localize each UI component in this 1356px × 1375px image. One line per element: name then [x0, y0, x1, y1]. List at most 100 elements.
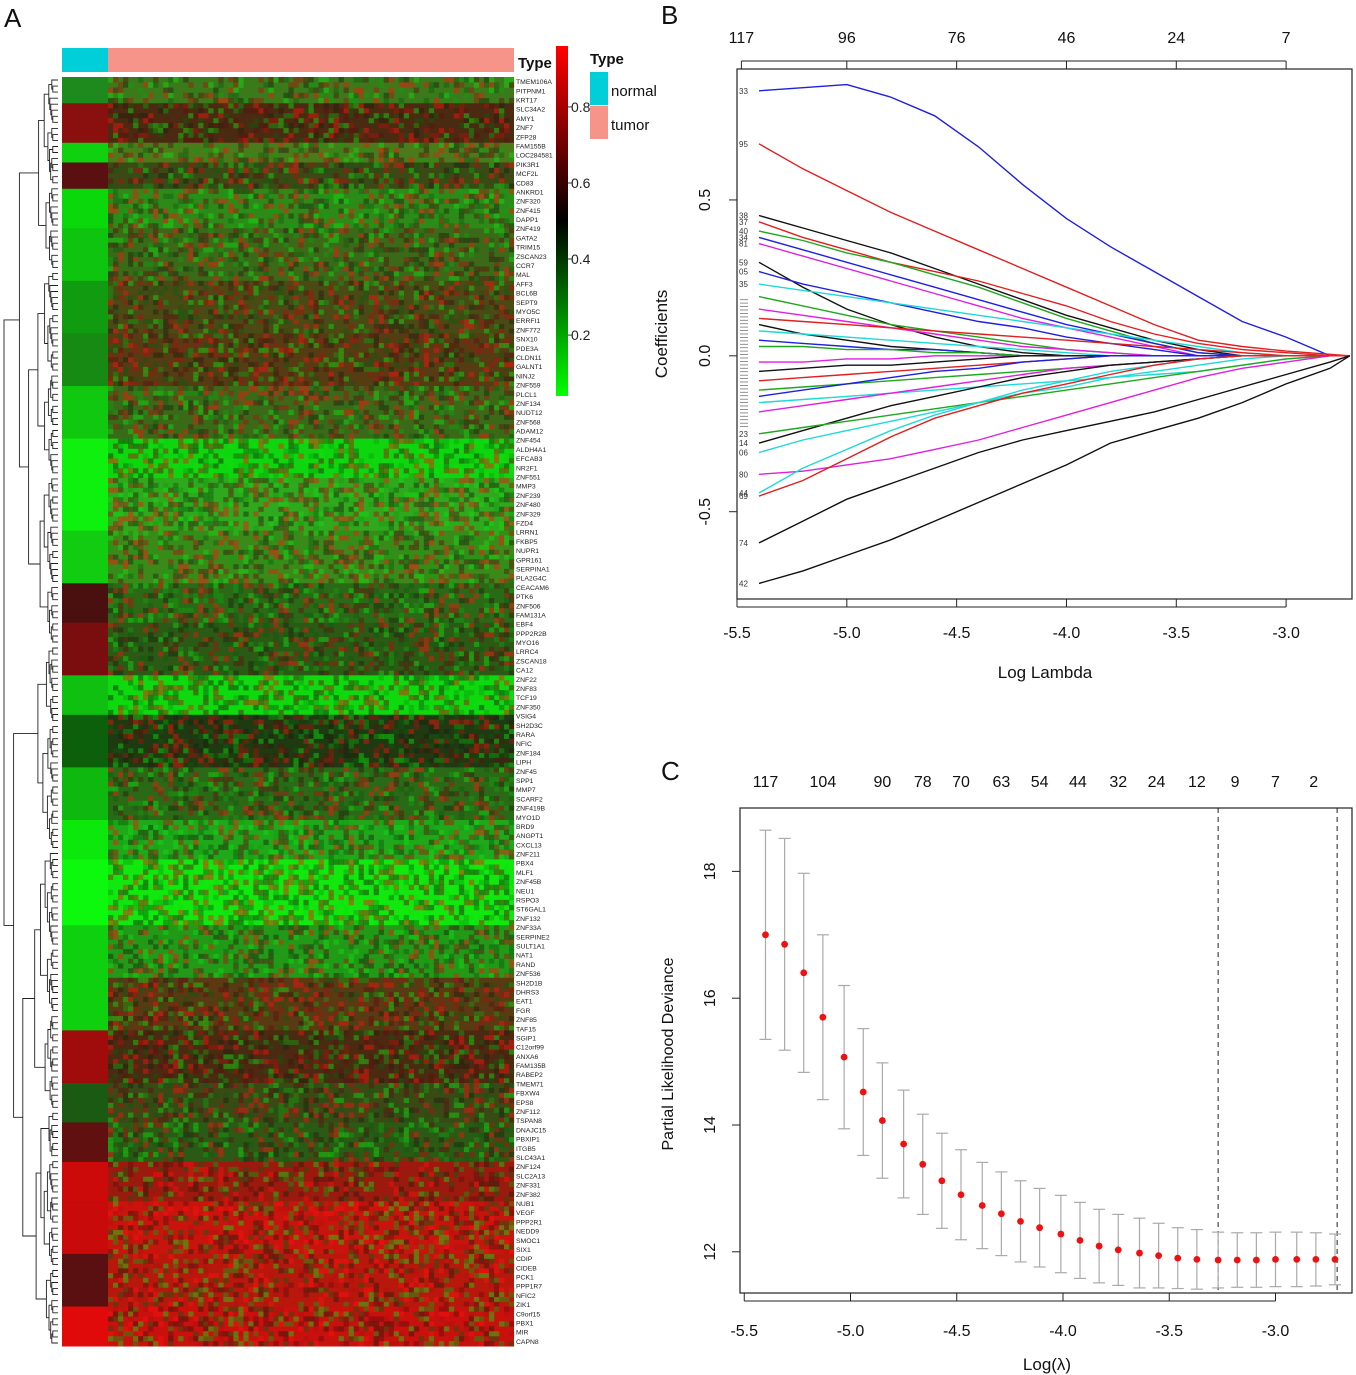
heatmap-cell	[158, 208, 164, 214]
heatmap-cell	[323, 280, 329, 286]
heatmap-cell	[233, 564, 239, 570]
normal-band-cell	[62, 228, 108, 282]
heatmap-cell	[128, 299, 134, 306]
heatmap-cell	[398, 77, 405, 83]
heatmap-cell	[448, 299, 455, 306]
heatmap-cell	[463, 162, 470, 169]
heatmap-cell	[438, 338, 445, 344]
heatmap-cell	[143, 98, 149, 104]
heatmap-cell	[413, 333, 420, 339]
heatmap-cell	[508, 433, 515, 439]
heatmap-cell	[213, 395, 219, 401]
heatmap-cell	[423, 333, 430, 339]
heatmap-cell	[468, 564, 475, 570]
heatmap-cell	[158, 261, 164, 267]
heatmap-cell	[108, 573, 114, 579]
dendrogram-branch	[34, 929, 46, 1068]
heatmap-cell	[198, 376, 204, 382]
heatmap-cell	[203, 366, 209, 372]
heatmap-cell	[433, 137, 440, 144]
dendrogram-branch	[51, 188, 58, 199]
heatmap-cell	[178, 193, 184, 199]
heatmap-cell	[273, 429, 279, 435]
heatmap-cell	[158, 178, 164, 184]
heatmap-cell	[298, 147, 304, 153]
heatmap-cell	[218, 162, 224, 169]
tumor-band-base	[108, 77, 514, 104]
heatmap-cell	[178, 433, 184, 439]
heatmap-cell	[458, 142, 465, 148]
heatmap-cell	[233, 511, 239, 517]
heatmap-cell	[318, 516, 324, 522]
heatmap-cell	[113, 338, 119, 344]
heatmap-cell	[248, 188, 254, 195]
heatmap-cell	[318, 559, 324, 565]
heatmap-cell	[278, 167, 284, 174]
heatmap-cell	[468, 188, 475, 195]
heatmap-cell	[503, 429, 510, 435]
heatmap-cell	[143, 390, 149, 396]
heatmap-cell	[383, 304, 389, 310]
heatmap-cell	[483, 564, 490, 570]
heatmap-cell	[423, 463, 430, 469]
dendrogram-branch	[52, 738, 58, 746]
heatmap-cell	[368, 157, 374, 163]
heatmap-cell	[253, 554, 259, 560]
heatmap-cell	[288, 453, 294, 459]
heatmap-cell	[423, 113, 430, 119]
heatmap-cell	[403, 323, 410, 329]
heatmap-cell	[348, 103, 354, 109]
heatmap-cell	[208, 342, 214, 349]
heatmap-cell	[128, 103, 134, 109]
heatmap-cell	[503, 266, 510, 272]
dendrogram-branch	[51, 1076, 58, 1087]
heatmap-cell	[483, 487, 490, 493]
heatmap-cell	[448, 419, 455, 425]
heatmap-cell	[123, 438, 129, 444]
heatmap-cell	[188, 295, 194, 301]
heatmap-cell	[238, 77, 244, 83]
heatmap-cell	[343, 118, 349, 124]
heatmap-cell	[158, 429, 164, 435]
heatmap-cell	[188, 198, 194, 204]
heatmap-cell	[433, 443, 440, 449]
heatmap-cell	[338, 506, 344, 512]
heatmap-cell	[473, 147, 480, 153]
heatmap-cell	[213, 433, 219, 439]
heatmap-cell	[403, 530, 410, 536]
heatmap-cell	[458, 162, 465, 169]
heatmap-cell	[483, 276, 490, 282]
heatmap-cell	[413, 501, 420, 508]
tumor-band-base	[108, 188, 514, 229]
heatmap-cell	[148, 338, 154, 344]
heatmap-cell	[203, 103, 209, 109]
heatmap-cell	[253, 598, 259, 604]
heatmap-cell	[368, 314, 374, 320]
heatmap-cell	[418, 588, 425, 594]
heatmap-cell	[393, 468, 400, 474]
heatmap-cell	[258, 137, 264, 144]
heatmap-cell	[438, 478, 445, 484]
dendrogram-branch	[52, 1245, 58, 1253]
heatmap-cell	[383, 261, 389, 267]
heatmap-cell	[433, 162, 440, 169]
heatmap-cell	[318, 113, 324, 119]
heatmap-cell	[308, 473, 314, 479]
heatmap-cell	[333, 198, 339, 204]
heatmap-cell	[218, 98, 224, 104]
heatmap-cell	[303, 213, 309, 219]
heatmap-cell	[118, 525, 124, 531]
heatmap-cell	[428, 314, 435, 320]
heatmap-cell	[168, 173, 174, 179]
heatmap-cell	[353, 429, 359, 435]
heatmap-cell	[383, 376, 389, 382]
heatmap-cell	[163, 218, 169, 224]
heatmap-cell	[478, 478, 485, 484]
heatmap-cell	[443, 549, 450, 555]
heatmap-cell	[378, 218, 384, 224]
heatmap-cell	[243, 525, 249, 531]
dendrogram-branch	[50, 698, 53, 714]
heatmap-cell	[503, 233, 510, 239]
heatmap-cell	[353, 218, 359, 224]
heatmap-cell	[478, 545, 485, 551]
